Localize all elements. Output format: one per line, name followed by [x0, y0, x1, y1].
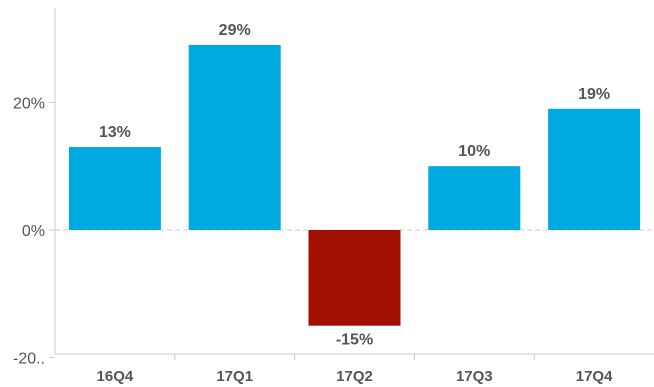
bars — [68, 44, 641, 326]
y-tick-label: 0% — [22, 223, 45, 240]
y-tick-label: -20.. — [13, 351, 45, 368]
bar-17Q3 — [428, 166, 521, 230]
x-tick-label-16Q4: 16Q4 — [97, 368, 134, 385]
data-label-17Q3: 10% — [458, 143, 490, 160]
data-label-17Q1: 29% — [219, 22, 251, 39]
y-tick-label: 20% — [13, 95, 45, 112]
data-label-16Q4: 13% — [99, 124, 131, 141]
x-tick-label-17Q4: 17Q4 — [576, 368, 613, 385]
data-label-17Q2: -15% — [336, 332, 373, 349]
data-label-17Q4: 19% — [578, 86, 610, 103]
bar-16Q4 — [68, 147, 161, 230]
bar-17Q4 — [548, 108, 641, 230]
bar-17Q1 — [188, 44, 281, 231]
x-tick-label-17Q3: 17Q3 — [456, 368, 493, 385]
x-tick-label-17Q1: 17Q1 — [216, 368, 253, 385]
bar-17Q2 — [308, 230, 401, 326]
labels: 13% 16Q4 29% 17Q1 -15% 17Q2 10% 17Q3 19% 17Q4 — [97, 22, 614, 385]
x-tick-label-17Q2: 17Q2 — [336, 368, 373, 385]
